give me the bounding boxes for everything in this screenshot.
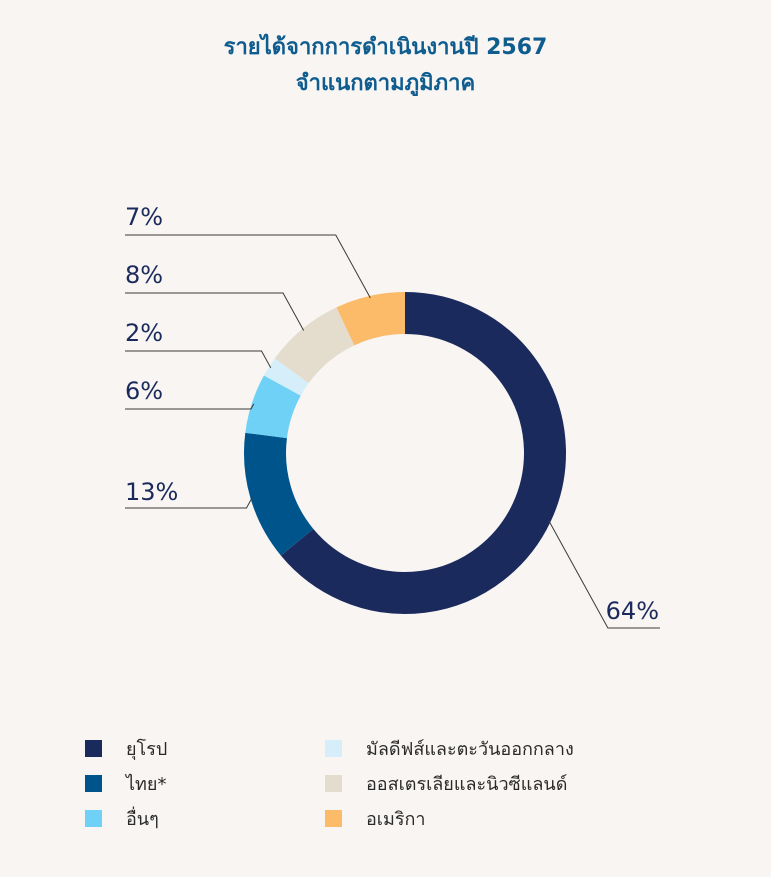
- legend-label-others: อื่นๆ: [126, 808, 159, 830]
- legend-item-maldives-middle-east: มัลดีฟส์และตะวันออกกลาง: [325, 737, 574, 760]
- legend-swatch-maldives-middle-east: [325, 739, 342, 757]
- leader-line-australia-new-zealand: [125, 292, 305, 331]
- legend-label-australia-new-zealand: ออสเตรเลียและนิวซีแลนด์: [366, 773, 568, 795]
- leader-line-thailand: [125, 497, 253, 509]
- legend-item-others: อื่นๆ: [85, 807, 159, 830]
- data-label-others: 6%: [125, 377, 163, 405]
- legend-swatch-thailand: [85, 774, 102, 792]
- legend: ยุโรป ไทย* อื่นๆ มัลดีฟส์และตะวันออกกลาง…: [0, 737, 771, 847]
- legend-item-americas: อเมริกา: [325, 807, 426, 830]
- chart-title: รายได้จากการดำเนินงานปี 2567 จำแนกตามภูม…: [0, 30, 771, 102]
- legend-swatch-others: [85, 809, 102, 827]
- data-label-europe: 64%: [606, 597, 659, 625]
- donut-slice-australia-new-zealand: [274, 307, 355, 384]
- donut-slice-others: [245, 375, 302, 439]
- data-label-maldives-middle-east: 2%: [125, 319, 163, 347]
- legend-label-maldives-middle-east: มัลดีฟส์และตะวันออกกลาง: [366, 738, 574, 760]
- legend-label-americas: อเมริกา: [366, 808, 426, 830]
- donut-chart: 64% 13% 6% 2% 8% 7%: [125, 203, 660, 629]
- leader-line-others: [125, 403, 255, 410]
- donut-slice-americas: [336, 292, 406, 346]
- legend-swatch-americas: [325, 809, 342, 827]
- data-label-americas: 7%: [125, 203, 163, 231]
- legend-swatch-europe: [85, 739, 102, 757]
- legend-label-europe: ยุโรป: [126, 738, 168, 760]
- legend-item-europe: ยุโรป: [85, 737, 167, 760]
- leader-line-maldives-middle-east: [125, 350, 272, 369]
- leader-line-europe: [548, 520, 660, 629]
- data-label-thailand: 13%: [125, 478, 178, 506]
- legend-item-australia-new-zealand: ออสเตรเลียและนิวซีแลนด์: [325, 772, 567, 795]
- data-label-australia-new-zealand: 8%: [125, 261, 163, 289]
- legend-label-thailand: ไทย*: [126, 773, 167, 795]
- chart-title-line-2: จำแนกตามภูมิภาค: [295, 71, 476, 96]
- donut-slice-thailand: [244, 432, 314, 556]
- donut-slice-europe: [280, 292, 566, 614]
- legend-swatch-australia-new-zealand: [325, 774, 342, 792]
- leader-line-americas: [125, 234, 371, 299]
- legend-item-thailand: ไทย*: [85, 772, 166, 795]
- donut-slice-maldives-middle-east: [263, 358, 309, 396]
- chart-title-line-1: รายได้จากการดำเนินงานปี 2567: [223, 35, 548, 60]
